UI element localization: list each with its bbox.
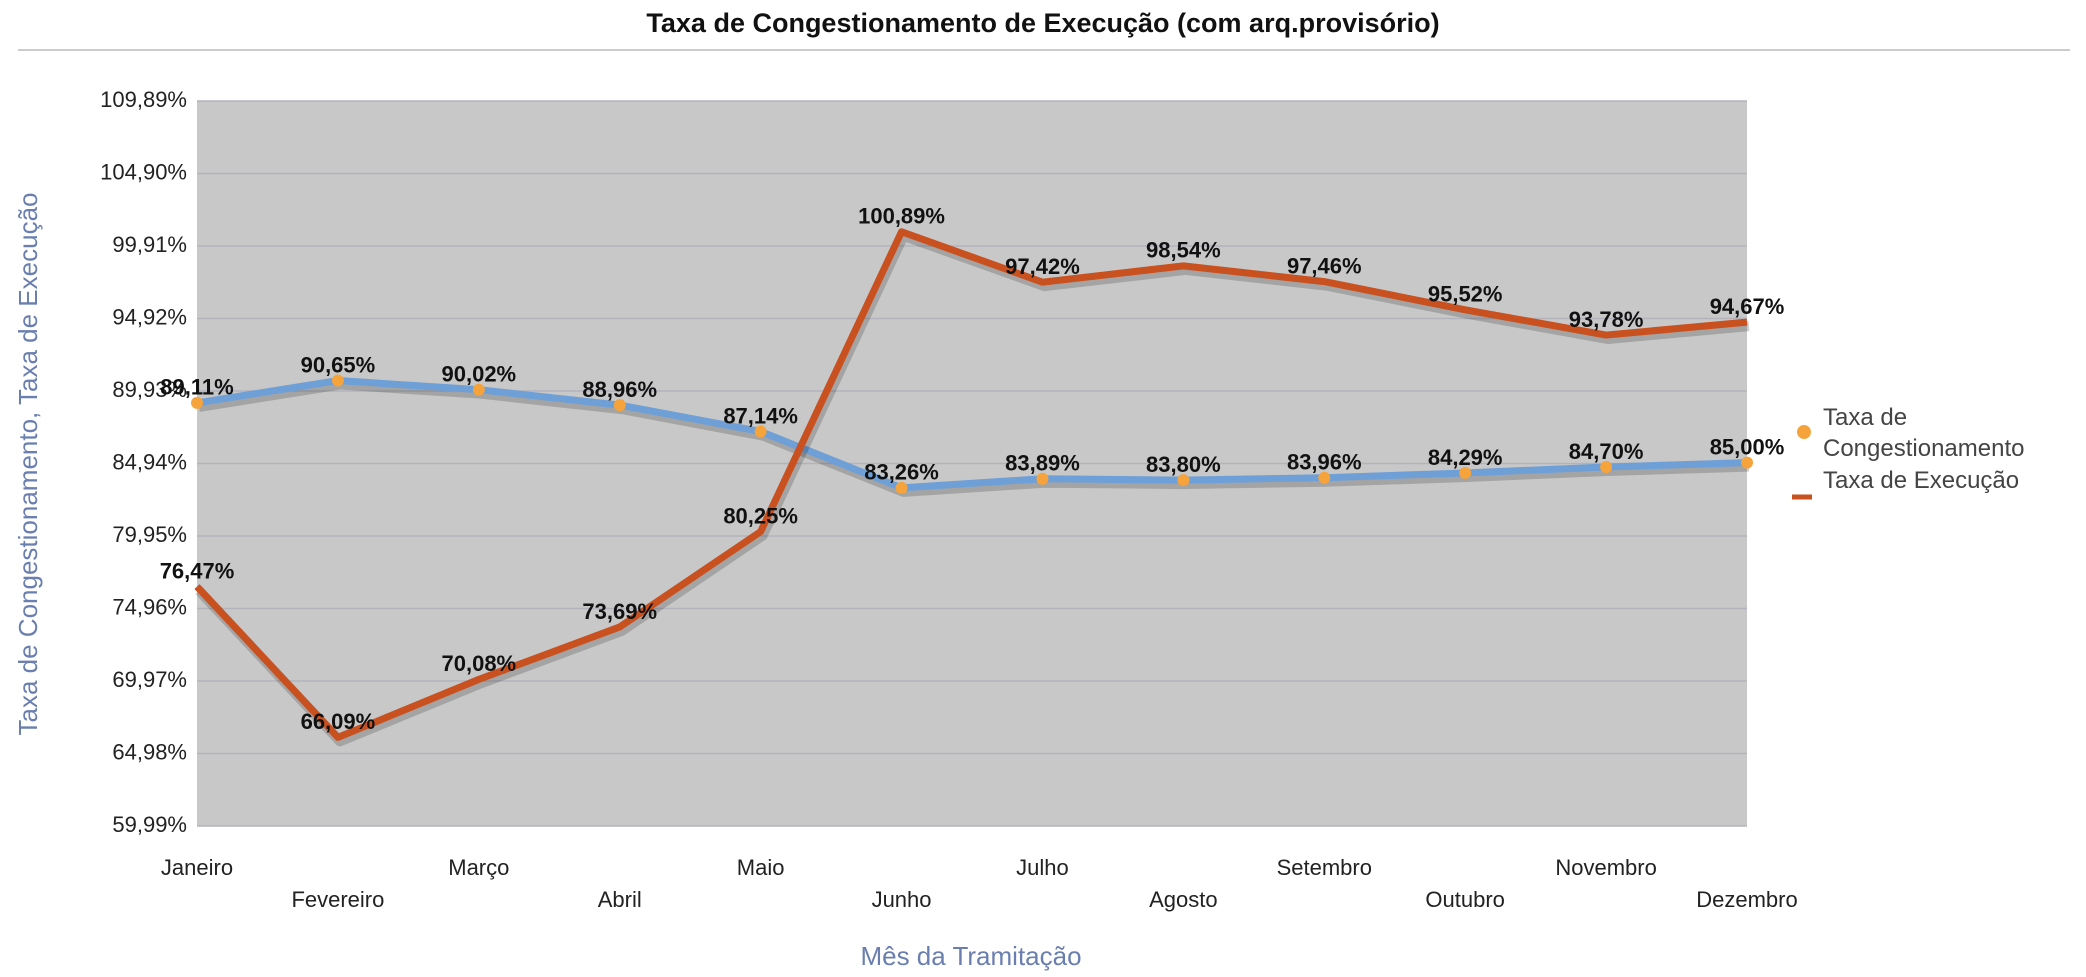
point-marker: [1459, 466, 1472, 479]
point-marker: [613, 399, 626, 412]
x-tick-label: Julho: [1016, 855, 1069, 880]
point-marker: [1177, 474, 1190, 487]
data-label: 90,02%: [442, 362, 517, 387]
y-tick-label: 89,93%: [112, 377, 187, 402]
x-tick-label: Agosto: [1149, 887, 1218, 912]
y-tick-label: 59,99%: [112, 812, 187, 837]
series-line: [194, 228, 1748, 741]
data-label: 85,00%: [1710, 434, 1785, 459]
x-tick-label: Fevereiro: [291, 887, 384, 912]
x-tick-label: Outubro: [1425, 887, 1505, 912]
point-marker: [1318, 471, 1331, 484]
y-tick-label: 69,97%: [112, 667, 187, 692]
data-label: 83,26%: [864, 460, 939, 485]
data-label: 83,89%: [1005, 451, 1080, 476]
data-label: 83,80%: [1146, 452, 1221, 477]
point-marker: [1741, 456, 1753, 469]
point-marker: [754, 425, 767, 438]
y-tick-label: 74,96%: [112, 594, 187, 619]
y-tick-label: 94,92%: [112, 304, 187, 329]
data-label: 100,89%: [858, 204, 945, 229]
data-label: 70,08%: [442, 651, 517, 676]
data-label: 95,52%: [1428, 282, 1503, 307]
data-label: 94,67%: [1710, 294, 1785, 319]
x-tick-label: Março: [448, 855, 509, 880]
x-tick-label: Maio: [737, 855, 785, 880]
y-tick-label: 109,89%: [100, 87, 187, 112]
y-tick-label: 84,94%: [112, 449, 187, 474]
x-axis-title: Mês da Tramitação: [860, 941, 1081, 971]
legend-entry: Taxa de Execução: [1823, 467, 2020, 494]
data-label: 97,46%: [1287, 253, 1362, 278]
y-tick-label: 64,98%: [112, 739, 187, 764]
data-label: 88,96%: [582, 377, 657, 402]
y-tick-label: 79,95%: [112, 522, 187, 547]
y-tick-label: 104,90%: [100, 159, 187, 184]
data-label: 98,54%: [1146, 238, 1221, 263]
data-label: 84,29%: [1428, 445, 1503, 470]
legend-entry: Taxa de Congestionamento: [1823, 404, 2025, 462]
x-tick-label: Setembro: [1277, 855, 1372, 880]
point-marker: [895, 481, 908, 494]
data-label: 87,14%: [723, 403, 798, 428]
data-label: 83,96%: [1287, 450, 1362, 475]
data-label: 84,70%: [1569, 439, 1644, 464]
point-marker: [191, 396, 203, 409]
point-marker: [472, 383, 485, 396]
point-marker: [331, 374, 344, 387]
data-label: 76,47%: [160, 558, 235, 583]
chart-title: Taxa de Congestionamento de Execução (co…: [646, 8, 1439, 38]
x-tick-label: Abril: [598, 887, 642, 912]
x-tick-label: Janeiro: [161, 855, 233, 880]
legend-marker: [1797, 425, 1811, 439]
y-tick-label: 99,91%: [112, 232, 187, 257]
point-marker: [1036, 472, 1049, 485]
data-label: 97,42%: [1005, 254, 1080, 279]
series-line: [196, 377, 1748, 492]
point-marker: [1600, 460, 1613, 473]
y-axis-title: Taxa de Congestionamento, Taxa de Execuç…: [13, 193, 43, 736]
x-tick-label: Dezembro: [1696, 887, 1797, 912]
x-tick-label: Novembro: [1555, 855, 1656, 880]
line-shadow: [198, 379, 1750, 497]
x-tick-label: Junho: [872, 887, 932, 912]
data-label: 80,25%: [723, 503, 798, 528]
data-label: 93,78%: [1569, 307, 1644, 332]
data-label: 90,65%: [301, 352, 376, 377]
data-label: 73,69%: [582, 599, 657, 624]
data-label: 89,11%: [160, 375, 233, 400]
data-label: 66,09%: [301, 709, 376, 734]
